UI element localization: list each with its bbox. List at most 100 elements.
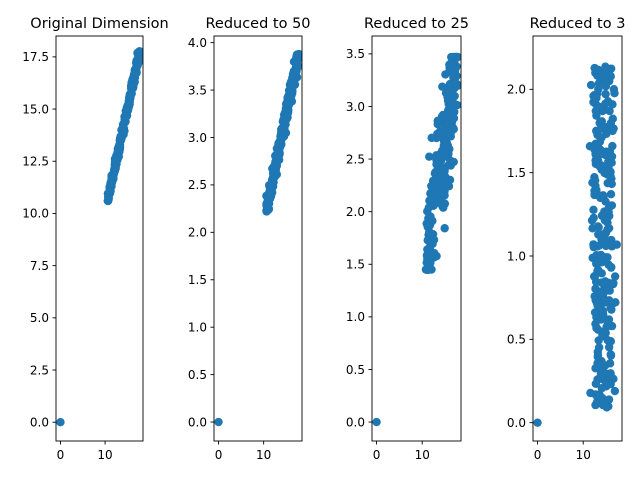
scatter-point	[452, 79, 461, 89]
scatter-point	[424, 265, 433, 274]
scatter-point	[262, 207, 271, 216]
y-tick-label: 7.5	[30, 259, 49, 273]
y-tick-label: 2.5	[30, 363, 49, 377]
scatter-point	[423, 250, 432, 260]
scatter-point	[446, 58, 456, 68]
y-tick-label: 10.0	[22, 207, 49, 221]
y-tick-label: 1.5	[507, 166, 526, 180]
x-tick-label: 0	[534, 448, 542, 462]
scatter-point	[607, 262, 616, 272]
subplot-title: Reduced to 25	[364, 16, 469, 32]
axes-frame	[532, 35, 623, 442]
y-tick-label: 2.0	[188, 226, 207, 240]
scatter-point	[608, 126, 617, 136]
scatter-point	[606, 351, 616, 360]
scatter-point	[266, 181, 275, 191]
scatter-point	[286, 79, 296, 88]
x-tick-label: 10	[256, 448, 271, 462]
y-tick-label: 5.0	[30, 311, 49, 325]
subplot-2: 0.0 0.5 1.0 1.5 2.0 2.5 3.0 3.5 4.0 0 10 Reduced to…	[188, 16, 311, 462]
scatter-point	[438, 202, 447, 211]
scatter-point	[593, 298, 603, 307]
scatter-points	[214, 49, 302, 427]
scatter-point	[596, 369, 606, 378]
scatter-point	[592, 93, 601, 103]
scatter-point	[604, 162, 613, 172]
scatter-point	[586, 80, 596, 90]
origin-point	[533, 418, 542, 427]
axes-frame	[55, 35, 144, 442]
scatter-points	[533, 62, 621, 427]
scatter-point	[422, 258, 431, 267]
scatter-point	[103, 196, 113, 206]
scatter-point	[124, 96, 133, 106]
subplot-title: Original Dimension	[30, 16, 168, 32]
y-tick-label: 3.0	[346, 100, 365, 114]
y-tick-label: 2.5	[188, 178, 207, 192]
axes-frame	[213, 35, 303, 442]
scatter-point	[587, 216, 597, 225]
scatter-point	[595, 137, 605, 146]
scatter-point	[599, 235, 608, 245]
scatter-point	[107, 171, 116, 180]
scatter-point	[603, 369, 612, 379]
axes-frame	[371, 35, 462, 442]
scatter-point	[608, 279, 618, 289]
scatter-point	[262, 199, 271, 208]
y-tick-label: 1.0	[188, 320, 207, 334]
scatter-point	[608, 100, 617, 109]
origin-point	[56, 418, 65, 427]
scatter-point	[607, 305, 616, 314]
scatter-point	[425, 228, 435, 238]
scatter-point	[610, 386, 620, 396]
scatter-point	[593, 266, 602, 275]
scatter-point	[598, 306, 608, 316]
scatter-point	[591, 379, 601, 389]
scatter-point	[606, 171, 615, 180]
scatter-point	[603, 320, 612, 329]
scatter-point	[585, 142, 595, 151]
scatter-points	[372, 52, 461, 427]
scatter-point	[612, 240, 621, 249]
scatter-point	[609, 85, 619, 94]
scatter-point	[604, 395, 614, 404]
scatter-point	[428, 216, 437, 226]
scatter-point	[424, 203, 434, 212]
scatter-point	[120, 126, 129, 136]
scatter-point	[597, 383, 607, 393]
scatter-point	[592, 398, 602, 407]
scatter-point	[268, 169, 278, 178]
scatter-point	[604, 343, 614, 352]
subplot-4: 0.0 0.5 1.0 1.5 2.0 0 10 Reduced to 3	[507, 16, 626, 462]
scatter-point	[433, 159, 442, 169]
scatter-point	[437, 188, 446, 197]
y-tick-label: 17.5	[22, 50, 49, 64]
scatter-point	[116, 134, 125, 143]
scatter-point	[590, 292, 599, 301]
scatter-point	[604, 207, 613, 217]
scatter-point	[605, 359, 615, 368]
scatter-point	[600, 216, 610, 225]
scatter-point	[444, 129, 453, 138]
scatter-point	[280, 119, 289, 129]
scatter-point	[286, 86, 295, 96]
scatter-point	[276, 132, 285, 141]
scatter-point	[445, 86, 455, 95]
y-tick-label: 0.5	[188, 368, 207, 382]
subplot-3: 0.0 0.5 1.0 1.5 2.0 2.5 3.0 3.5 0 10 Reduced to 25	[346, 16, 469, 462]
y-tick-label: 3.0	[188, 131, 207, 145]
scatter-point	[122, 106, 131, 115]
subplot-title: Reduced to 3	[530, 16, 626, 32]
y-tick-label: 1.5	[188, 273, 207, 287]
scatter-point	[589, 205, 598, 215]
scatter-point	[425, 152, 434, 161]
y-tick-label: 12.5	[22, 155, 49, 169]
scatter-point	[426, 238, 436, 248]
scatter-point	[593, 256, 602, 266]
scatter-point	[596, 124, 605, 133]
y-tick-label: 2.5	[346, 152, 365, 166]
scatter-point	[112, 153, 121, 163]
scatter-point	[594, 65, 603, 74]
origin-point	[372, 417, 381, 427]
